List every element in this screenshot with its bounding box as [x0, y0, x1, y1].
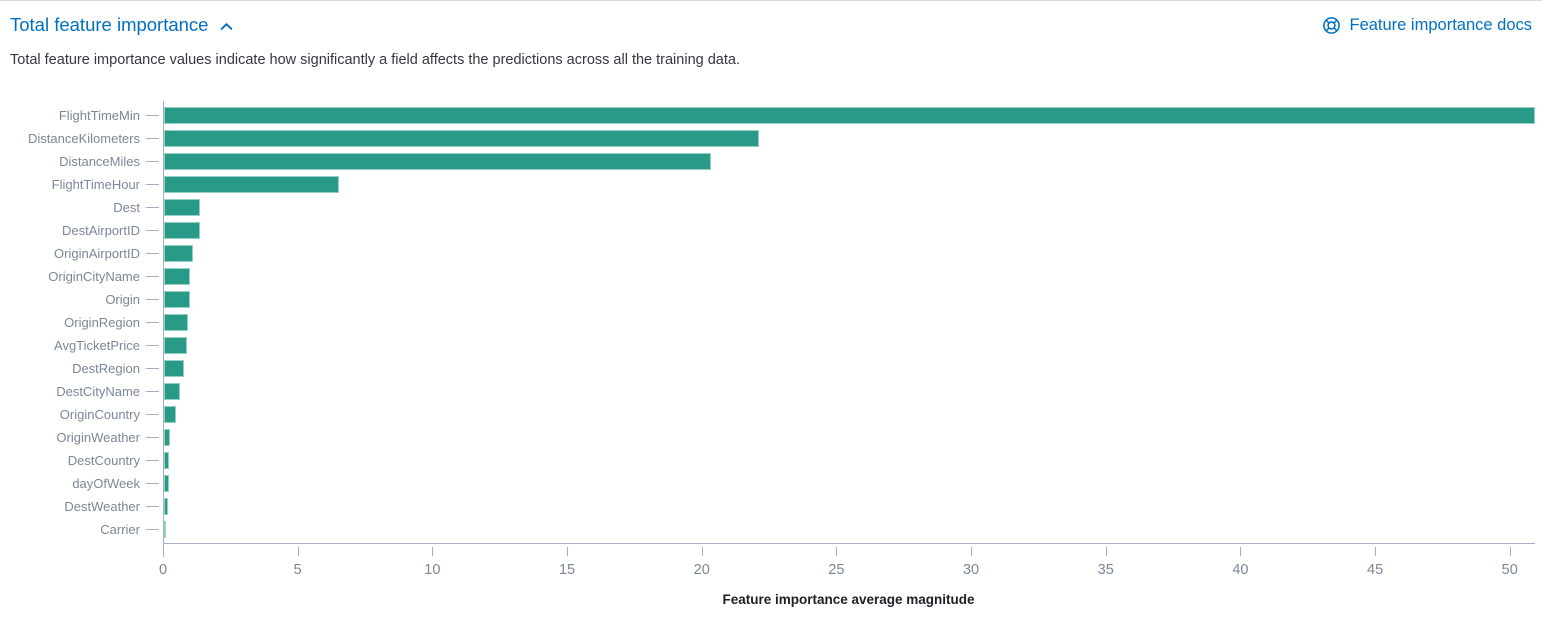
x-axis-tick-label-40: 40 [1232, 562, 1249, 578]
bar-Carrier[interactable] [164, 521, 167, 538]
y-axis-label-DistanceKilometers: DistanceKilometers [28, 131, 140, 146]
y-axis-label-OriginWeather: OriginWeather [56, 430, 140, 445]
y-axis-label-Carrier: Carrier [100, 522, 140, 537]
y-axis-tick [146, 529, 159, 530]
bar-DestWeather[interactable] [164, 498, 169, 515]
bar-FlightTimeMin[interactable] [164, 107, 1535, 124]
y-axis-tick [146, 391, 159, 392]
x-axis-tick-label-25: 25 [828, 562, 845, 578]
y-axis-tick [146, 184, 159, 185]
x-axis-title: Feature importance average magnitude [722, 592, 975, 607]
bar-OriginCountry[interactable] [164, 406, 176, 423]
x-axis-tick [297, 547, 299, 556]
y-axis-tick [146, 506, 159, 507]
bar-Origin[interactable] [164, 291, 190, 308]
chevron-up-icon [221, 22, 233, 30]
y-axis-label-OriginAirportID: OriginAirportID [54, 246, 140, 261]
y-axis-label-OriginRegion: OriginRegion [64, 315, 140, 330]
x-axis-tick [1375, 547, 1377, 556]
section-title: Total feature importance [10, 14, 209, 35]
bar-OriginRegion[interactable] [164, 314, 189, 331]
x-axis-tick-label-10: 10 [424, 562, 441, 578]
y-axis-label-DistanceMiles: DistanceMiles [59, 154, 140, 169]
x-axis-tick-label-30: 30 [962, 562, 980, 578]
y-axis-tick [146, 230, 159, 231]
bar-dayOfWeek[interactable] [164, 475, 169, 492]
y-axis-tick [146, 460, 159, 461]
y-axis-tick [146, 161, 159, 162]
bar-DestCityName[interactable] [164, 383, 181, 400]
x-axis-tick [701, 547, 703, 556]
x-axis-tick-label-15: 15 [558, 562, 576, 578]
x-axis-tick [836, 547, 838, 556]
x-axis-tick [432, 547, 434, 556]
feature-importance-docs-link[interactable]: Feature importance docs [1322, 16, 1532, 35]
bar-OriginCityName[interactable] [164, 268, 191, 285]
y-axis-label-DestWeather: DestWeather [64, 499, 140, 514]
bar-DistanceKilometers[interactable] [164, 130, 760, 147]
y-axis-tick [146, 322, 159, 323]
x-axis-tick [1509, 547, 1511, 556]
x-axis-tick-label-45: 45 [1367, 562, 1384, 578]
x-axis-line [163, 543, 1535, 544]
y-axis-label-FlightTimeHour: FlightTimeHour [51, 177, 140, 192]
y-axis-line [163, 101, 164, 557]
x-axis-tick-label-35: 35 [1097, 562, 1114, 578]
docs-link-label: Feature importance docs [1349, 16, 1532, 34]
bar-DistanceMiles[interactable] [164, 153, 711, 170]
y-axis-tick [146, 414, 159, 415]
x-axis-tick [567, 547, 569, 556]
life-ring-icon [1323, 17, 1341, 34]
y-axis-label-dayOfWeek: dayOfWeek [72, 476, 140, 491]
y-axis-label-Dest: Dest [113, 200, 140, 215]
y-axis-label-Origin: Origin [105, 292, 140, 307]
bar-DestAirportID[interactable] [164, 222, 200, 239]
section-toggle-total-feature-importance[interactable]: Total feature importance [10, 14, 235, 36]
x-axis-tick-label-5: 5 [293, 562, 302, 578]
bar-DestCountry[interactable] [164, 452, 170, 469]
bar-OriginWeather[interactable] [164, 429, 170, 446]
x-axis-tick-label-20: 20 [693, 562, 710, 578]
bar-AvgTicketPrice[interactable] [164, 337, 188, 354]
y-axis-tick [146, 115, 159, 116]
x-axis-tick-label-0: 0 [158, 562, 168, 578]
y-axis-label-DestRegion: DestRegion [72, 361, 140, 376]
section-description: Total feature importance values indicate… [10, 52, 740, 68]
y-axis-tick [146, 276, 159, 277]
y-axis-label-DestCountry: DestCountry [67, 453, 140, 468]
y-axis-label-OriginCityName: OriginCityName [48, 269, 140, 284]
y-axis-tick [146, 253, 159, 254]
bar-Dest[interactable] [164, 199, 201, 216]
y-axis-tick [146, 138, 159, 139]
y-axis-tick [146, 368, 159, 369]
y-axis-label-AvgTicketPrice: AvgTicketPrice [54, 338, 140, 353]
bar-DestRegion[interactable] [164, 360, 185, 377]
y-axis-label-OriginCountry: OriginCountry [59, 407, 140, 422]
y-axis-tick [146, 299, 159, 300]
y-axis-label-DestAirportID: DestAirportID [61, 223, 140, 238]
y-axis-tick [146, 207, 159, 208]
y-axis-label-FlightTimeMin: FlightTimeMin [58, 108, 140, 123]
x-axis-tick [1240, 547, 1242, 556]
y-axis-label-DestCityName: DestCityName [56, 384, 140, 399]
y-axis-tick [146, 437, 159, 438]
y-axis-tick [146, 345, 159, 346]
bar-FlightTimeHour[interactable] [164, 176, 340, 193]
bar-OriginAirportID[interactable] [164, 245, 193, 262]
x-axis-tick [163, 547, 164, 556]
y-axis-tick [146, 483, 159, 484]
x-axis-tick [971, 547, 973, 556]
x-axis-tick-label-50: 50 [1501, 562, 1518, 578]
x-axis-tick [1105, 547, 1107, 556]
